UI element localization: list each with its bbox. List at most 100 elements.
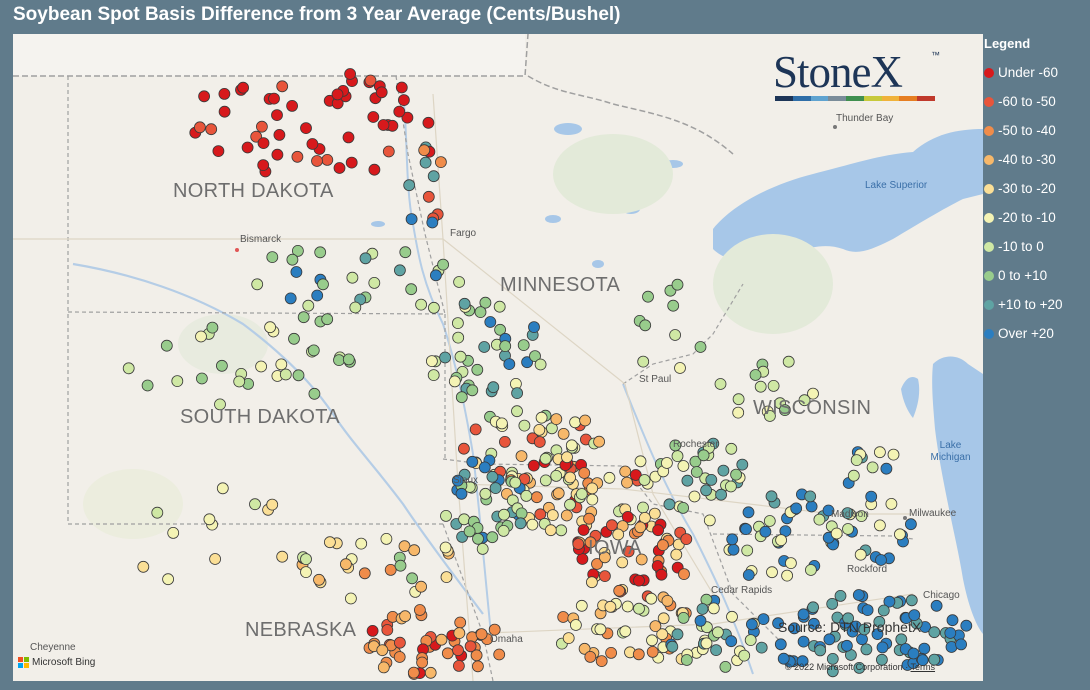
- basis-point[interactable]: [195, 372, 208, 385]
- basis-point[interactable]: [311, 289, 324, 302]
- basis-point[interactable]: [452, 644, 464, 657]
- basis-point[interactable]: [557, 427, 570, 440]
- basis-point[interactable]: [822, 504, 835, 517]
- basis-point[interactable]: [266, 498, 279, 511]
- basis-point[interactable]: [777, 652, 790, 665]
- basis-point[interactable]: [633, 574, 645, 587]
- basis-point[interactable]: [861, 604, 874, 616]
- basis-point[interactable]: [657, 612, 670, 625]
- basis-point[interactable]: [642, 290, 654, 303]
- basis-point[interactable]: [266, 251, 279, 264]
- basis-point[interactable]: [257, 137, 270, 149]
- basis-point[interactable]: [876, 653, 888, 666]
- basis-point[interactable]: [415, 580, 428, 593]
- basis-point[interactable]: [521, 356, 533, 369]
- basis-point[interactable]: [452, 331, 465, 344]
- basis-point[interactable]: [633, 602, 645, 615]
- basis-point[interactable]: [463, 525, 476, 538]
- basis-point[interactable]: [286, 253, 299, 266]
- basis-point[interactable]: [517, 339, 530, 352]
- basis-point[interactable]: [712, 626, 724, 639]
- basis-point[interactable]: [796, 655, 809, 668]
- basis-point[interactable]: [744, 634, 757, 646]
- basis-point[interactable]: [930, 599, 943, 612]
- basis-point[interactable]: [484, 316, 497, 328]
- legend-item[interactable]: -20 to -10: [984, 203, 1090, 232]
- legend-item[interactable]: -60 to -50: [984, 87, 1090, 116]
- basis-point[interactable]: [714, 378, 727, 390]
- basis-point[interactable]: [544, 524, 557, 537]
- basis-point[interactable]: [302, 299, 315, 312]
- basis-point[interactable]: [916, 654, 929, 666]
- basis-point[interactable]: [632, 648, 645, 661]
- basis-point[interactable]: [427, 170, 440, 183]
- basis-point[interactable]: [345, 156, 358, 169]
- basis-point[interactable]: [394, 559, 407, 572]
- basis-point[interactable]: [344, 592, 357, 605]
- basis-point[interactable]: [652, 524, 664, 537]
- basis-point[interactable]: [494, 323, 507, 336]
- basis-point[interactable]: [539, 474, 552, 487]
- basis-point[interactable]: [814, 644, 827, 657]
- basis-point[interactable]: [203, 513, 216, 526]
- basis-point[interactable]: [639, 511, 651, 524]
- basis-point[interactable]: [530, 491, 543, 504]
- basis-point[interactable]: [677, 501, 689, 514]
- basis-point[interactable]: [629, 469, 642, 481]
- basis-point[interactable]: [426, 216, 439, 229]
- basis-point[interactable]: [813, 513, 826, 526]
- basis-point[interactable]: [586, 576, 598, 589]
- basis-point[interactable]: [440, 571, 453, 583]
- basis-point[interactable]: [621, 476, 633, 489]
- basis-point[interactable]: [865, 490, 878, 503]
- basis-point[interactable]: [215, 359, 228, 372]
- basis-point[interactable]: [206, 321, 219, 334]
- basis-point[interactable]: [233, 375, 246, 388]
- basis-point[interactable]: [453, 627, 466, 639]
- basis-point[interactable]: [455, 391, 468, 404]
- basis-point[interactable]: [591, 558, 603, 570]
- basis-point[interactable]: [498, 508, 510, 521]
- basis-point[interactable]: [908, 609, 921, 621]
- basis-point[interactable]: [255, 120, 268, 133]
- basis-point[interactable]: [749, 369, 762, 381]
- basis-point[interactable]: [167, 526, 180, 539]
- basis-point[interactable]: [785, 557, 797, 569]
- basis-point[interactable]: [393, 651, 406, 663]
- basis-point[interactable]: [499, 340, 512, 353]
- basis-point[interactable]: [562, 632, 575, 644]
- basis-point[interactable]: [403, 179, 416, 192]
- basis-point[interactable]: [564, 471, 576, 484]
- basis-point[interactable]: [746, 618, 758, 631]
- basis-point[interactable]: [209, 553, 222, 565]
- basis-point[interactable]: [645, 592, 658, 605]
- basis-point[interactable]: [635, 553, 648, 566]
- basis-point[interactable]: [719, 661, 732, 673]
- basis-point[interactable]: [539, 452, 552, 465]
- basis-point[interactable]: [612, 528, 625, 541]
- basis-point[interactable]: [290, 266, 303, 278]
- basis-point[interactable]: [604, 600, 617, 613]
- basis-point[interactable]: [928, 626, 941, 639]
- basis-point[interactable]: [291, 150, 304, 163]
- legend-item[interactable]: Under -60: [984, 58, 1090, 87]
- basis-point[interactable]: [171, 375, 184, 388]
- basis-point[interactable]: [448, 375, 461, 388]
- basis-point[interactable]: [798, 394, 811, 407]
- basis-point[interactable]: [311, 155, 323, 167]
- basis-point[interactable]: [141, 379, 154, 392]
- basis-point[interactable]: [381, 624, 394, 636]
- basis-point[interactable]: [736, 458, 749, 471]
- basis-point[interactable]: [694, 614, 707, 627]
- basis-point[interactable]: [122, 362, 135, 375]
- basis-point[interactable]: [255, 360, 268, 373]
- basis-point[interactable]: [205, 123, 218, 136]
- basis-point[interactable]: [476, 543, 489, 555]
- basis-point[interactable]: [264, 321, 277, 334]
- basis-point[interactable]: [478, 461, 491, 474]
- basis-point[interactable]: [782, 355, 795, 368]
- basis-point[interactable]: [717, 464, 730, 477]
- basis-point[interactable]: [853, 662, 866, 674]
- basis-point[interactable]: [535, 411, 548, 424]
- basis-point[interactable]: [764, 410, 776, 422]
